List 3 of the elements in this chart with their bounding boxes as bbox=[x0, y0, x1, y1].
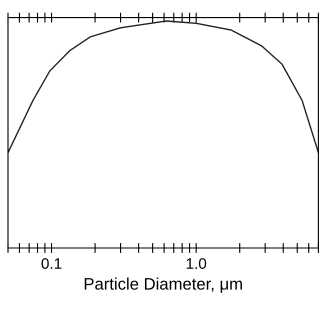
x-tick-label: 1.0 bbox=[186, 258, 206, 269]
x-axis-title: Particle Diameter, μm bbox=[84, 278, 242, 293]
x-tick-label: 0.1 bbox=[42, 258, 62, 269]
